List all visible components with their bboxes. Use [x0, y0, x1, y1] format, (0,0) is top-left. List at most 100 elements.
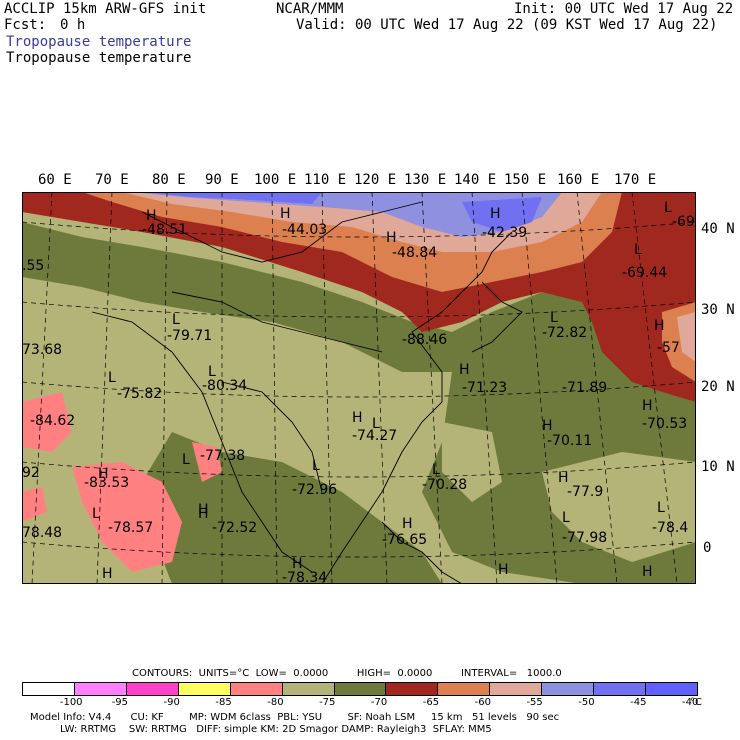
border [141, 201, 423, 263]
graticule-lat [22, 461, 696, 478]
valid-time: Valid: 00 UTC Wed 17 Aug 22 (09 KST Wed … [296, 17, 718, 33]
lon-label: 70 E [95, 172, 129, 188]
colorbar-tick-label: -100 [59, 697, 83, 708]
graticule-lon [96, 192, 113, 584]
contour-value-label: -76.65 [382, 532, 427, 548]
colorbar-tick-label: -75 [319, 697, 336, 708]
band-minus85 [22, 392, 72, 452]
lat-label: 40 N [701, 221, 735, 237]
graticule-lon [576, 192, 618, 584]
high-marker: H [459, 362, 470, 378]
low-marker: L [562, 510, 570, 526]
colorbar-tick-label: -45 [630, 697, 647, 708]
field-title-blue: Tropopause temperature [6, 34, 192, 50]
colorbar-tick-label: -95 [111, 697, 129, 708]
colorbar-swatch [646, 683, 697, 695]
low-marker: L [312, 458, 320, 474]
colorbar-swatch [594, 683, 647, 695]
colorbar-swatch [334, 683, 387, 695]
band-minus85 [72, 462, 182, 572]
high-marker: H [198, 502, 209, 518]
low-marker: L [172, 312, 180, 328]
high-marker: H [292, 556, 303, 572]
org-label: NCAR/MMM [276, 1, 344, 17]
lon-label: 160 E [557, 172, 600, 188]
high-marker: H [146, 208, 157, 224]
contour-value-label: -80.34 [202, 378, 247, 394]
contour-value-label: 78.48 [22, 525, 62, 541]
high-marker: H [352, 410, 363, 426]
contour-value-label: -75.82 [117, 386, 162, 402]
contour-value-label: -70.11 [547, 433, 592, 449]
band-minus75-ocean [442, 422, 502, 502]
colorbar-tick-label: -85 [215, 697, 232, 708]
high-marker: H [98, 466, 109, 482]
contour-value-label: -72.82 [542, 325, 587, 341]
low-marker: L [108, 370, 116, 386]
tropopause-temperature-map: -48.51 -44.03 -48.84 -42.39 -69 -69.44 .55 -79.… [22, 192, 696, 584]
contour-value-label: -71.23 [462, 380, 507, 396]
border [171, 291, 383, 353]
graticule-lat [22, 301, 696, 318]
lat-label: 0 [703, 540, 712, 556]
colorbar-swatch [74, 683, 127, 695]
coastline [91, 311, 313, 573]
contour-value-label: -78.34 [282, 570, 327, 584]
low-marker: L [432, 462, 440, 478]
high-marker: H [542, 418, 553, 434]
contour-value-label: -77.38 [200, 448, 245, 464]
lon-label: 130 E [404, 172, 447, 188]
graticule-lon [371, 192, 388, 584]
colorbar-tick-label: -55 [526, 697, 543, 708]
lon-label: 140 E [454, 172, 497, 188]
lon-label: 80 E [152, 172, 186, 188]
contour-value-label: -57 [657, 340, 680, 356]
colorbar-swatch [386, 683, 439, 695]
low-marker: L [182, 452, 190, 468]
low-marker: L [657, 500, 665, 516]
low-marker: L [372, 416, 380, 432]
graticule-lon [521, 192, 558, 584]
coastline [471, 281, 523, 353]
colorbar-swatch [230, 683, 283, 695]
contour-value-label: -72.96 [292, 482, 337, 498]
fcst-value: 0 h [60, 17, 86, 33]
band-minus75-ocean [542, 452, 696, 562]
colorbar-tick-label: -60 [474, 697, 491, 708]
model-title: ACCLIP 15km ARW-GFS init [4, 1, 207, 17]
contour-value-label: -69.44 [622, 265, 667, 281]
band-minus85 [192, 442, 222, 482]
colorbar-tick-label: -50 [578, 697, 595, 708]
contour-value-label: -44.03 [282, 222, 327, 238]
graticule-lon [271, 192, 278, 584]
lon-label: 110 E [304, 172, 347, 188]
high-marker: H [102, 566, 113, 582]
contour-value-label: -69 [672, 214, 695, 230]
contour-value-label: -42.39 [482, 225, 527, 241]
colorbar-tick-label: -80 [267, 697, 284, 708]
low-marker: L [92, 506, 100, 522]
band-minus45 [462, 197, 542, 232]
graticule-lon [471, 192, 498, 584]
colorbar-tick-label: -90 [163, 697, 180, 708]
colorbar-tick-label: -70 [370, 697, 388, 708]
colorbar-swatch [178, 683, 231, 695]
model-info-line1: Model Info: V4.4 CU: KF MP: WDM 6class P… [30, 712, 560, 723]
lon-label: 60 E [38, 172, 72, 188]
colorbar-swatch [23, 683, 75, 695]
contour-value-label: -79.71 [167, 328, 212, 344]
coastline [381, 521, 463, 584]
lat-label: 20 N [701, 379, 735, 395]
field-title-black: Tropopause temperature [6, 50, 192, 66]
high-marker: H [498, 562, 509, 578]
colorbar [22, 682, 698, 696]
band-minus85 [22, 487, 47, 522]
contour-value-label: -48.84 [392, 245, 437, 261]
low-marker: L [634, 242, 642, 258]
contour-value-label: -72.52 [212, 520, 257, 536]
graticule-lon [161, 192, 168, 584]
high-marker: H [654, 318, 665, 334]
lon-label: 150 E [504, 172, 547, 188]
lat-label: 30 N [701, 302, 735, 318]
init-time: Init: 00 UTC Wed 17 Aug 22 [514, 1, 734, 17]
